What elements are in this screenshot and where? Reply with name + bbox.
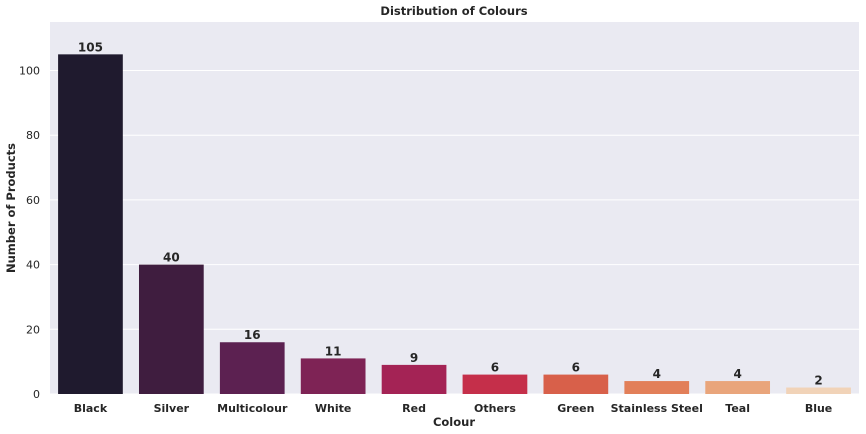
x-tick-label: Teal <box>725 402 750 415</box>
data-label: 4 <box>653 367 661 381</box>
x-tick-label: Red <box>402 402 426 415</box>
data-labels: 105 40 16 11 9 6 6 4 4 2 <box>78 40 823 387</box>
x-tick-label: Stainless Steel <box>611 402 703 415</box>
data-label: 6 <box>572 361 580 375</box>
data-label: 4 <box>733 367 741 381</box>
bar <box>786 387 851 394</box>
x-axis-label: Colour <box>433 415 475 429</box>
bars <box>58 54 851 394</box>
data-label: 6 <box>491 361 499 375</box>
data-label: 9 <box>410 351 418 365</box>
x-tick-label: Green <box>557 402 594 415</box>
bar <box>705 381 771 394</box>
y-tick-label: 80 <box>26 129 40 142</box>
bar <box>543 374 609 394</box>
x-tick-label: Silver <box>154 402 190 415</box>
y-tick-labels: 0 20 40 60 80 100 <box>19 65 40 401</box>
bar <box>462 374 528 394</box>
chart-title: Distribution of Colours <box>380 4 527 18</box>
x-tick-label: White <box>315 402 351 415</box>
y-tick-label: 20 <box>26 323 40 336</box>
x-tick-label: Black <box>74 402 108 415</box>
y-tick-label: 40 <box>26 259 40 272</box>
data-label: 2 <box>814 374 822 388</box>
data-label: 105 <box>78 40 103 54</box>
y-tick-label: 60 <box>26 194 40 207</box>
data-label: 11 <box>325 344 342 358</box>
x-tick-label: Others <box>474 402 516 415</box>
y-axis-label: Number of Products <box>4 143 18 273</box>
x-tick-label: Blue <box>805 402 832 415</box>
y-tick-label: 100 <box>19 65 40 78</box>
data-label: 16 <box>244 328 261 342</box>
y-tick-label: 0 <box>33 388 40 401</box>
bar <box>219 342 285 394</box>
bar <box>300 358 366 394</box>
x-tick-labels: Black Silver Multicolour White Red Others Gree… <box>74 402 833 415</box>
bar <box>58 54 123 394</box>
x-tick-label: Multicolour <box>217 402 288 415</box>
bar <box>138 264 204 394</box>
bar <box>624 381 690 394</box>
data-label: 40 <box>163 251 180 265</box>
bar <box>381 364 447 394</box>
